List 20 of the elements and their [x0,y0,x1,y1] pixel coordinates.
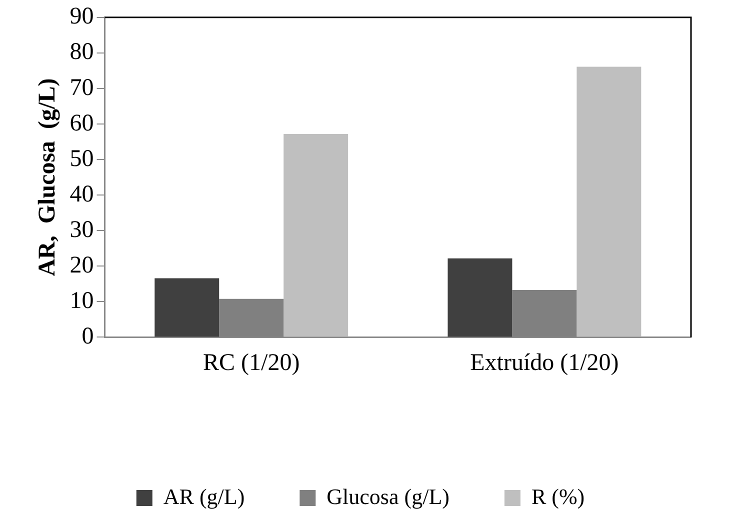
bar [154,278,220,337]
y-tick-label: 50 [70,146,94,172]
y-tick-label: 90 [70,4,94,30]
y-axis-title: AR, Glucosa (g/L) [34,78,61,276]
y-tick-label: 70 [70,74,94,101]
x-tick-label: RC (1/20) [203,350,300,376]
y-tick-label: 0 [82,323,94,350]
y-tick-label: 30 [70,216,94,243]
bar [576,66,642,337]
y-tick-label: 80 [70,39,94,66]
legend-label: R (%) [531,484,585,509]
bar [284,134,348,337]
legend-label: Glucosa (g/L) [326,484,450,509]
y-tick-label: 20 [70,252,94,278]
x-tick-label: Extruído (1/20) [470,350,619,376]
y-tick-label: 40 [70,181,94,208]
legend-label: AR (g/L) [163,484,245,509]
y-tick-label: 10 [70,288,94,314]
bar [448,258,512,337]
y-tick-label: 60 [70,110,94,136]
